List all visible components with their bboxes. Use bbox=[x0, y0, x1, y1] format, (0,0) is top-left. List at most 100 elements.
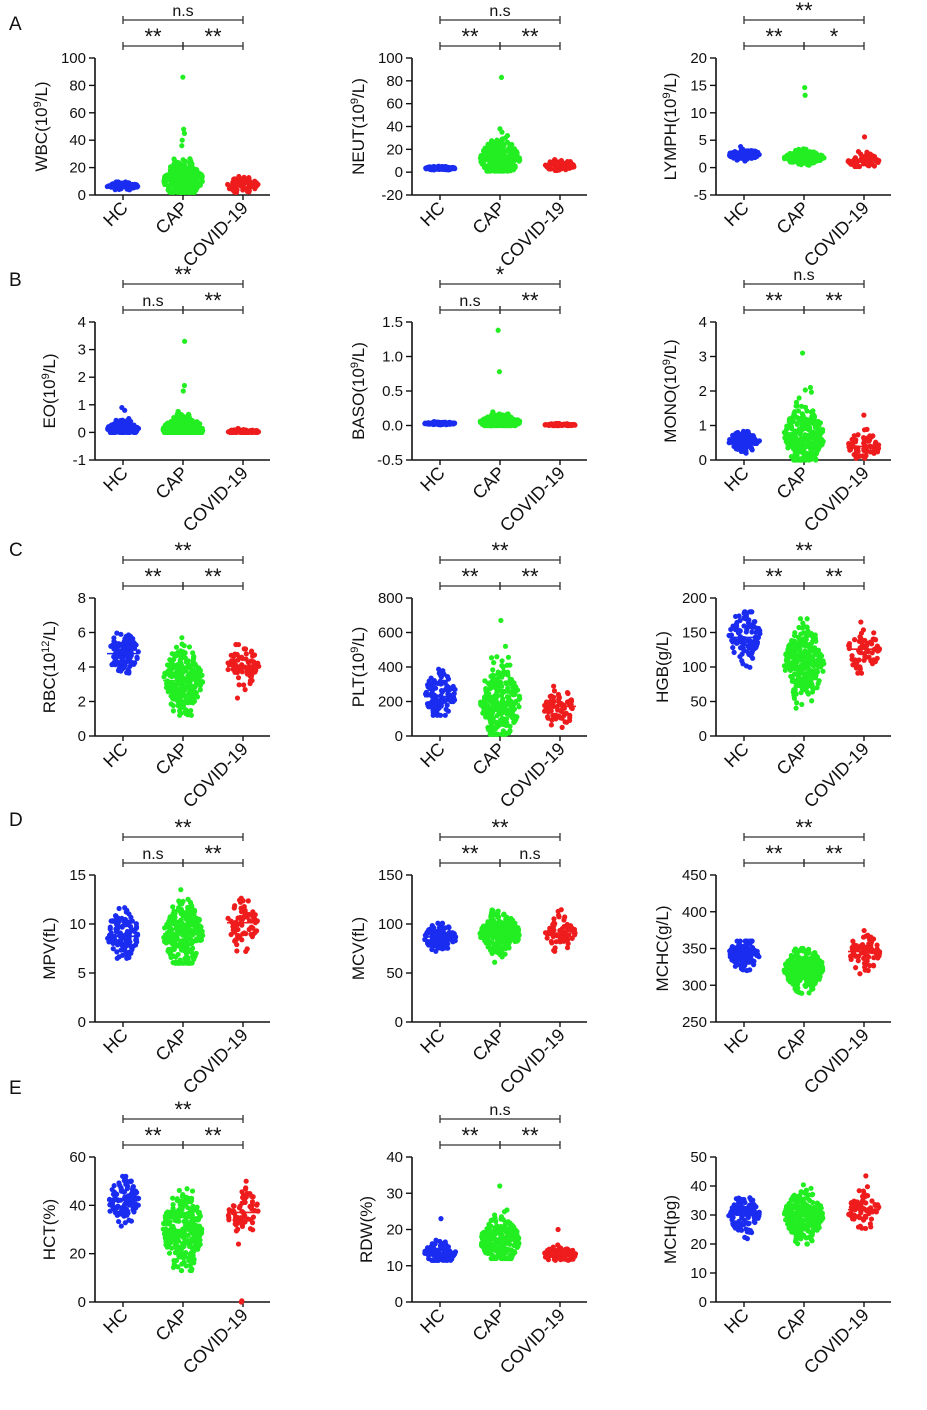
data-point-cap bbox=[505, 698, 512, 704]
y-axis-label: RBC(1012/L) bbox=[40, 621, 59, 714]
data-point-cap bbox=[509, 715, 516, 721]
data-point-hc bbox=[108, 429, 114, 435]
significance-label: n.s bbox=[489, 3, 510, 20]
data-point-hc bbox=[444, 683, 450, 689]
x-tick-label-covid-19: COVID-19 bbox=[496, 463, 569, 536]
data-point-hc bbox=[109, 662, 115, 668]
data-point-cap bbox=[488, 655, 495, 661]
y-tick-label: 2 bbox=[78, 694, 86, 711]
x-tick-label-hc: HC bbox=[720, 463, 753, 496]
x-tick-label-covid-19: COVID-19 bbox=[179, 198, 252, 271]
y-axis-label-base: BASO(10 bbox=[349, 368, 368, 440]
data-point-cap bbox=[169, 651, 175, 657]
y-tick-label: 8 bbox=[78, 590, 86, 607]
data-point-cap bbox=[174, 429, 180, 435]
data-point-hc bbox=[117, 930, 123, 936]
data-point-cap bbox=[193, 663, 199, 669]
data-point-cap bbox=[177, 660, 183, 667]
data-point-hc bbox=[123, 951, 129, 957]
data-point-cap bbox=[819, 429, 826, 435]
data-point-cap bbox=[811, 421, 817, 427]
data-point-hc bbox=[118, 665, 124, 671]
data-point-hc bbox=[134, 655, 140, 661]
significance-label: ** bbox=[491, 538, 509, 563]
data-point-cap bbox=[804, 616, 810, 622]
y-tick-label: 0 bbox=[395, 1014, 403, 1031]
data-point-hc bbox=[424, 929, 430, 935]
data-point-cap bbox=[486, 164, 492, 171]
data-point-cap bbox=[500, 168, 507, 174]
data-point-cap bbox=[495, 671, 501, 677]
data-point-cap bbox=[496, 147, 502, 154]
data-point-hc bbox=[434, 702, 440, 708]
x-tick-label-hc: HC bbox=[99, 463, 132, 496]
data-point-hc bbox=[733, 446, 739, 452]
data-point-cap bbox=[188, 708, 194, 714]
data-point-covid-19 bbox=[855, 670, 861, 676]
data-point-cap bbox=[794, 403, 800, 409]
data-point-cap bbox=[485, 726, 492, 733]
data-point-cap bbox=[797, 616, 804, 622]
x-tick-label-covid-19: COVID-19 bbox=[496, 1025, 569, 1098]
data-point-cap bbox=[792, 440, 798, 446]
y-tick-label: 100 bbox=[378, 916, 403, 933]
y-axis-label-sup: 9 bbox=[661, 359, 673, 365]
data-point-covid-19 bbox=[240, 427, 247, 433]
data-point-hc bbox=[730, 644, 736, 651]
data-point-hc bbox=[107, 924, 113, 930]
y-tick-label: 2 bbox=[699, 383, 707, 400]
data-point-hc bbox=[125, 632, 132, 638]
y-tick-label: 0 bbox=[78, 728, 86, 745]
data-point-cap bbox=[193, 938, 200, 944]
data-point-cap bbox=[171, 685, 177, 691]
y-axis-label-base: PLT(10 bbox=[349, 653, 368, 708]
data-point-cap bbox=[794, 700, 800, 706]
data-point-cap bbox=[789, 637, 795, 644]
data-point-hc bbox=[442, 925, 448, 931]
data-point-cap bbox=[180, 913, 186, 919]
x-tick-label-hc: HC bbox=[416, 463, 449, 496]
data-point-covid-19 bbox=[559, 707, 565, 713]
data-point-cap bbox=[505, 685, 511, 691]
data-point-cap bbox=[791, 445, 797, 451]
data-point-covid-19 bbox=[547, 707, 553, 713]
y-tick-label: 60 bbox=[69, 105, 86, 122]
data-point-hc bbox=[124, 639, 130, 645]
data-point-hc bbox=[123, 940, 129, 946]
data-point-hc bbox=[749, 435, 755, 441]
data-point-covid-19 bbox=[235, 675, 242, 681]
significance-label: n.s bbox=[142, 846, 163, 863]
data-point-cap bbox=[167, 914, 173, 920]
data-point-cap bbox=[782, 667, 788, 673]
data-point-cap bbox=[482, 145, 488, 151]
data-point-cap bbox=[172, 673, 179, 679]
data-point-hc bbox=[749, 629, 755, 635]
data-point-covid-19 bbox=[861, 412, 867, 418]
data-point-hc bbox=[122, 179, 129, 185]
data-point-covid-19 bbox=[851, 637, 858, 643]
y-tick-label: 80 bbox=[69, 77, 86, 94]
x-tick-label-covid-19: COVID-19 bbox=[179, 739, 252, 812]
data-point-cap bbox=[802, 84, 808, 91]
data-point-covid-19 bbox=[865, 438, 871, 444]
y-axis-label: EO(109/L) bbox=[40, 353, 59, 428]
data-point-hc bbox=[745, 620, 752, 626]
data-point-hc bbox=[114, 630, 120, 636]
data-point-cap bbox=[506, 694, 512, 700]
data-point-cap bbox=[168, 423, 175, 429]
data-point-cap bbox=[511, 150, 517, 156]
significance-label: ** bbox=[795, 0, 813, 23]
y-axis-label: NEUT(109/L) bbox=[349, 78, 368, 175]
data-point-covid-19 bbox=[240, 904, 247, 910]
y-tick-label: 200 bbox=[378, 694, 403, 711]
y-tick-label: 1 bbox=[78, 397, 86, 414]
x-tick-label-covid-19: COVID-19 bbox=[800, 463, 873, 536]
y-axis-label-base: EO(10 bbox=[40, 379, 59, 428]
data-point-hc bbox=[443, 706, 449, 712]
significance-label: ** bbox=[825, 288, 843, 313]
data-point-cap bbox=[172, 164, 178, 170]
x-tick-label-cap: CAP bbox=[469, 198, 509, 238]
y-tick-label: 6 bbox=[78, 625, 86, 642]
panel-letter-e: E bbox=[9, 1078, 22, 1099]
